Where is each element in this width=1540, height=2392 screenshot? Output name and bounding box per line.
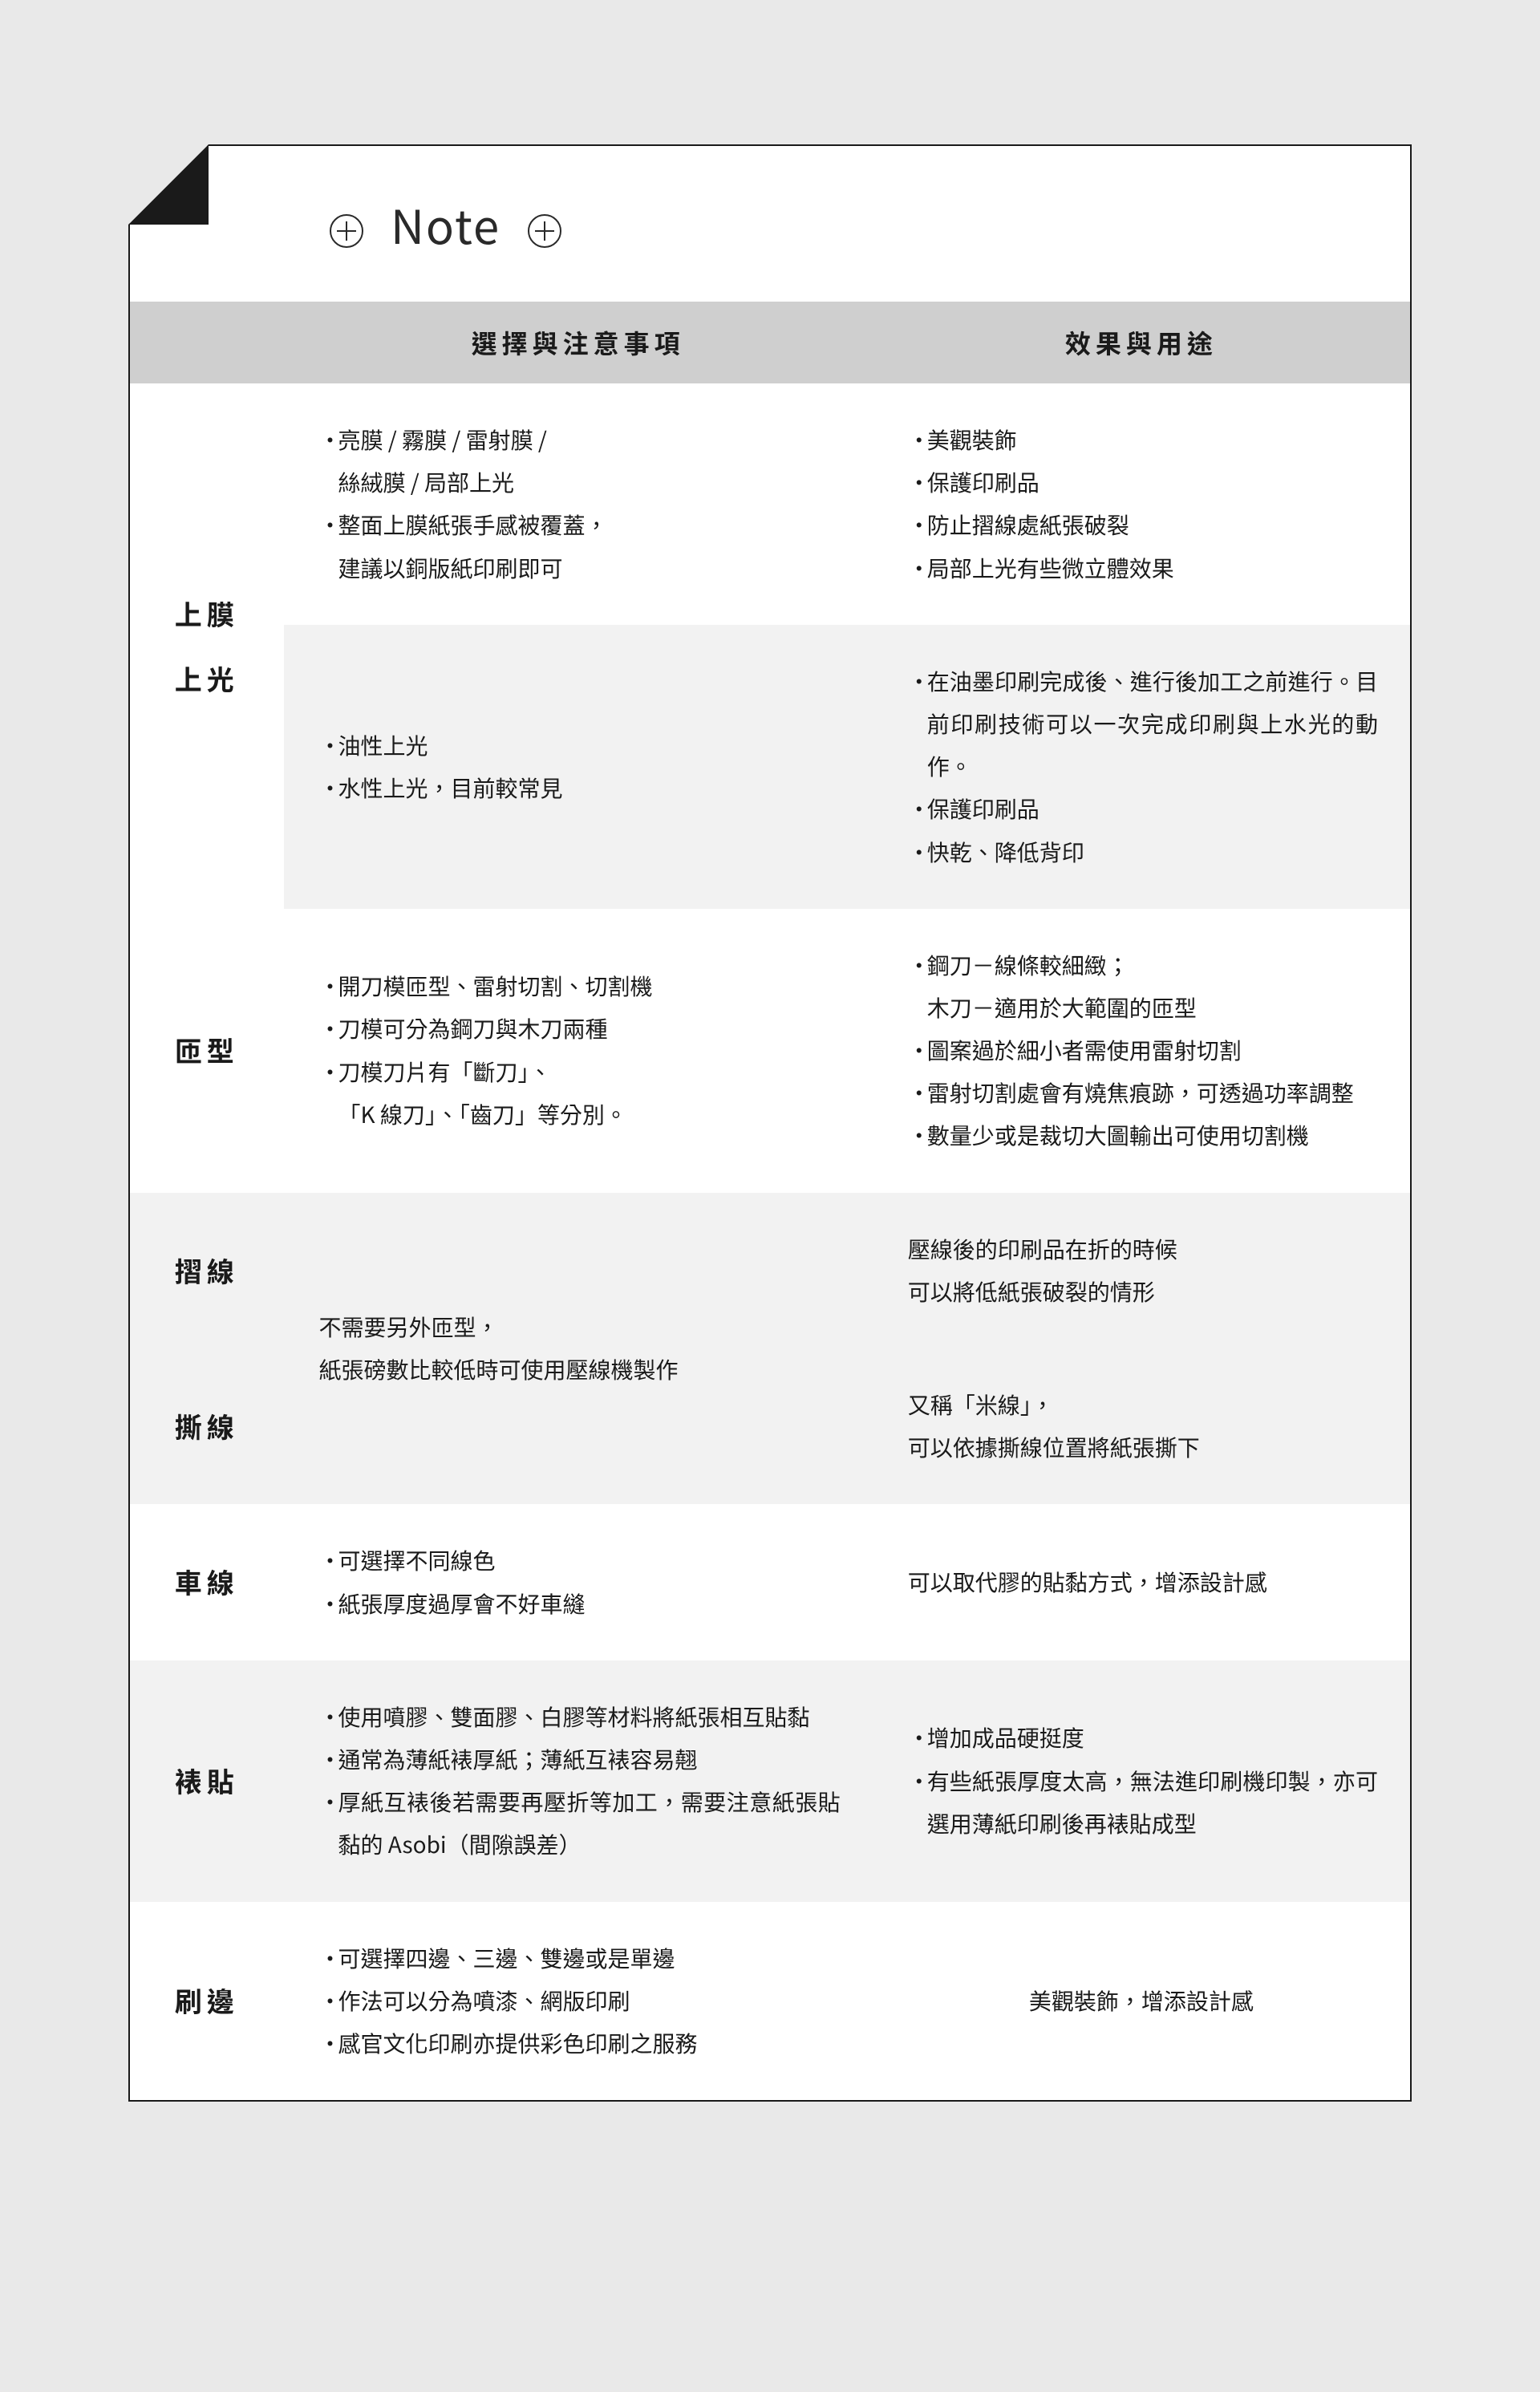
list-item: 可選擇不同線色	[316, 1539, 841, 1582]
list-item: 增加成品硬挺度	[905, 1717, 1378, 1759]
list-item: 通常為薄紙裱厚紙；薄紙互裱容易翹	[316, 1738, 841, 1781]
list-item: 刀模刀片有「斷刀」、 「K 線刀」、「齒刀」等分別。	[316, 1051, 841, 1136]
list-item: 整面上膜紙張手感被覆蓋， 建議以銅版紙印刷即可	[316, 504, 841, 589]
table-row: 油性上光 水性上光，目前較常見 在油墨印刷完成後、進行後加工之前進行。目前印刷技…	[130, 625, 1410, 909]
plus-icon	[329, 213, 364, 249]
list-item: 紙張厚度過厚會不好車縫	[316, 1583, 841, 1625]
list-item: 使用噴膠、雙面膠、白膠等材料將紙張相互貼黏	[316, 1696, 841, 1738]
row-label: 摺線	[130, 1193, 284, 1348]
list-item: 美觀裝飾	[905, 419, 1378, 461]
list-item: 有些紙張厚度太高，無法進印刷機印製，亦可選用薄紙印刷後再裱貼成型	[905, 1760, 1378, 1845]
table-row: 上膜 上光 亮膜 / 霧膜 / 雷射膜 / 絲絨膜 / 局部上光 整面上膜紙張手…	[130, 383, 1410, 625]
cell-usage: 美觀裝飾 保護印刷品 防止摺線處紙張破裂 局部上光有些微立體效果	[873, 383, 1410, 625]
cell-usage: 鋼刀－線條較細緻； 木刀－適用於大範圍的匝型 圖案過於細小者需使用雷射切割 雷射…	[873, 909, 1410, 1193]
header-selection: 選擇與注意事項	[284, 302, 873, 383]
list-item: 保護印刷品	[905, 461, 1378, 504]
table-header-row: 選擇與注意事項 效果與用途	[130, 302, 1410, 383]
list-item: 保護印刷品	[905, 788, 1378, 830]
cell-usage: 在油墨印刷完成後、進行後加工之前進行。目前印刷技術可以一次完成印刷與上水光的動作…	[873, 625, 1410, 909]
list-item: 油性上光	[316, 724, 841, 767]
row-label: 裱貼	[130, 1660, 284, 1902]
plain-text: 壓線後的印刷品在折的時候 可以將低紙張破裂的情形	[905, 1228, 1378, 1313]
list-item: 局部上光有些微立體效果	[905, 547, 1378, 590]
note-card: Note 選擇與注意事項 效果與用途 上膜 上光 亮膜 / 霧膜 / 雷射膜 /…	[128, 144, 1412, 2102]
table-row: 匝型 開刀模匝型、雷射切割、切割機 刀模可分為鋼刀與木刀兩種 刀模刀片有「斷刀」…	[130, 909, 1410, 1193]
list-item: 圖案過於細小者需使用雷射切割	[905, 1029, 1378, 1072]
header-usage: 效果與用途	[873, 302, 1410, 383]
row-label: 上膜 上光	[130, 383, 284, 909]
cell-usage: 又稱「米線」， 可以依據撕線位置將紙張撕下	[873, 1348, 1410, 1504]
note-table: 選擇與注意事項 效果與用途 上膜 上光 亮膜 / 霧膜 / 雷射膜 / 絲絨膜 …	[130, 302, 1410, 2100]
list-item: 亮膜 / 霧膜 / 雷射膜 / 絲絨膜 / 局部上光	[316, 419, 841, 504]
cell-selection: 亮膜 / 霧膜 / 雷射膜 / 絲絨膜 / 局部上光 整面上膜紙張手感被覆蓋， …	[284, 383, 873, 625]
list-item: 感官文化印刷亦提供彩色印刷之服務	[316, 2022, 841, 2065]
table-row: 刷邊 可選擇四邊、三邊、雙邊或是單邊 作法可以分為噴漆、網版印刷 感官文化印刷亦…	[130, 1902, 1410, 2101]
cell-selection: 可選擇不同線色 紙張厚度過厚會不好車縫	[284, 1504, 873, 1660]
cell-selection: 使用噴膠、雙面膠、白膠等材料將紙張相互貼黏 通常為薄紙裱厚紙；薄紙互裱容易翹 厚…	[284, 1660, 873, 1902]
plain-text: 又稱「米線」， 可以依據撕線位置將紙張撕下	[905, 1384, 1378, 1469]
note-title-text: Note	[391, 190, 500, 257]
list-item: 鋼刀－線條較細緻； 木刀－適用於大範圍的匝型	[905, 944, 1378, 1029]
list-item: 雷射切割處會有燒焦痕跡，可透過功率調整	[905, 1072, 1378, 1114]
list-item: 作法可以分為噴漆、網版印刷	[316, 1980, 841, 2022]
cell-usage: 美觀裝飾，增添設計感	[873, 1902, 1410, 2101]
plus-icon	[527, 213, 562, 249]
note-title: Note	[130, 146, 1410, 302]
list-item: 數量少或是裁切大圖輸出可使用切割機	[905, 1114, 1378, 1157]
list-item: 可選擇四邊、三邊、雙邊或是單邊	[316, 1937, 841, 1980]
table-row: 裱貼 使用噴膠、雙面膠、白膠等材料將紙張相互貼黏 通常為薄紙裱厚紙；薄紙互裱容易…	[130, 1660, 1410, 1902]
cell-selection: 開刀模匝型、雷射切割、切割機 刀模可分為鋼刀與木刀兩種 刀模刀片有「斷刀」、 「…	[284, 909, 873, 1193]
cell-selection: 可選擇四邊、三邊、雙邊或是單邊 作法可以分為噴漆、網版印刷 感官文化印刷亦提供彩…	[284, 1902, 873, 2101]
list-item: 厚紙互裱後若需要再壓折等加工，需要注意紙張貼黏的 Asobi（間隙誤差）	[316, 1781, 841, 1866]
list-item: 快乾、降低背印	[905, 831, 1378, 874]
list-item: 防止摺線處紙張破裂	[905, 504, 1378, 546]
list-item: 水性上光，目前較常見	[316, 767, 841, 809]
row-label: 車線	[130, 1504, 284, 1660]
cell-selection: 油性上光 水性上光，目前較常見	[284, 625, 873, 909]
cell-selection: 不需要另外匝型， 紙張磅數比較低時可使用壓線機製作	[284, 1193, 873, 1505]
plain-text: 美觀裝飾，增添設計感	[1029, 1985, 1254, 2017]
table-row: 車線 可選擇不同線色 紙張厚度過厚會不好車縫 可以取代膠的貼黏方式，增添設計感	[130, 1504, 1410, 1660]
list-item: 刀模可分為鋼刀與木刀兩種	[316, 1007, 841, 1050]
plain-text: 可以取代膠的貼黏方式，增添設計感	[905, 1561, 1378, 1603]
list-item: 在油墨印刷完成後、進行後加工之前進行。目前印刷技術可以一次完成印刷與上水光的動作…	[905, 660, 1378, 789]
row-label: 匝型	[130, 909, 284, 1193]
dog-ear-cut	[128, 144, 209, 225]
table-row: 摺線 不需要另外匝型， 紙張磅數比較低時可使用壓線機製作 壓線後的印刷品在折的時…	[130, 1193, 1410, 1348]
cell-usage: 壓線後的印刷品在折的時候 可以將低紙張破裂的情形	[873, 1193, 1410, 1348]
plain-text: 不需要另外匝型， 紙張磅數比較低時可使用壓線機製作	[316, 1306, 841, 1391]
cell-usage: 增加成品硬挺度 有些紙張厚度太高，無法進印刷機印製，亦可選用薄紙印刷後再裱貼成型	[873, 1660, 1410, 1902]
row-label: 刷邊	[130, 1902, 284, 2101]
row-label: 撕線	[130, 1348, 284, 1504]
list-item: 開刀模匝型、雷射切割、切割機	[316, 965, 841, 1007]
cell-usage: 可以取代膠的貼黏方式，增添設計感	[873, 1504, 1410, 1660]
header-label	[130, 302, 284, 383]
